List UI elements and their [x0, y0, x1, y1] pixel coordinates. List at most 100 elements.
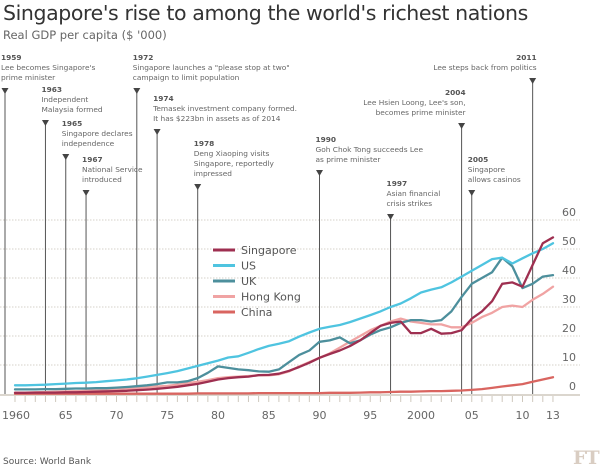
x-tick-label: 65: [59, 409, 73, 422]
annotation-text: campaign to limit population: [133, 73, 240, 82]
annotation-year: 1959: [1, 53, 22, 62]
annotation-text: as prime minister: [316, 155, 382, 164]
x-tick-label: 13: [546, 409, 560, 422]
annotation-text: independence: [62, 139, 115, 148]
annotation-text: Goh Chok Tong succeeds Lee: [316, 145, 424, 154]
legend-item-china: China: [213, 306, 272, 319]
annotation-arrow-icon: [529, 78, 537, 84]
legend-label: Hong Kong: [241, 291, 301, 304]
series-line-us: [13, 242, 555, 387]
annotation-arrow-icon: [1, 88, 9, 94]
annotation-arrow-icon: [62, 154, 70, 160]
gridlines: [0, 219, 580, 366]
source-note: Source: World Bank: [3, 457, 92, 467]
annotation-text: Lee becomes Singapore's: [1, 63, 96, 72]
legend: Singapore US UK Hong Kong China: [213, 244, 301, 319]
legend-swatch: [213, 279, 235, 283]
annotation-year: 2004: [445, 88, 466, 97]
x-tick-label: 80: [211, 409, 225, 422]
annotation-arrow-icon: [468, 190, 476, 196]
annotation-text: Asian financial: [387, 189, 441, 198]
legend-item-uk: UK: [213, 275, 257, 288]
annotation-year: 1972: [133, 53, 154, 62]
annotation-arrow-icon: [194, 184, 202, 190]
x-tick-label: 85: [262, 409, 276, 422]
chart-title: Singapore's rise to among the world's ri…: [3, 1, 528, 25]
ft-logo: FT: [573, 447, 600, 469]
annotation-year: 2011: [516, 53, 537, 62]
annotation-text: Deng Xiaoping visits: [194, 149, 270, 158]
annotation-arrow-icon: [316, 170, 323, 176]
annotation-year: 1978: [194, 139, 215, 148]
legend-item-us: US: [213, 260, 256, 273]
annotation-text: introduced: [82, 175, 122, 184]
x-tick-label: 1960: [2, 409, 30, 422]
annotation-text: National Service: [82, 165, 143, 174]
legend-label: UK: [241, 275, 257, 288]
x-tick-label: 95: [363, 409, 377, 422]
x-tick-label: 2000: [407, 409, 435, 422]
legend-swatch: [213, 310, 235, 314]
x-tick-label: 10: [516, 409, 530, 422]
x-axis: 1960 65 70 75 80 85 90 95 2000 05 10 13: [0, 394, 580, 422]
x-tick-label: 05: [465, 409, 479, 422]
annotation-year: 1990: [316, 135, 337, 144]
chart-subtitle: Real GDP per capita ($ '000): [3, 28, 167, 42]
annotation-text: Lee Hsien Loong, Lee's son,: [363, 98, 465, 107]
annotation-year: 2005: [468, 155, 489, 164]
annotation-arrow-icon: [153, 129, 161, 135]
annotation-text: impressed: [194, 169, 233, 178]
series-line-uk: [13, 256, 555, 391]
legend-item-hong-kong: Hong Kong: [213, 291, 301, 304]
annotation-arrow-icon: [133, 88, 141, 94]
legend-label: Singapore: [241, 244, 297, 257]
legend-label: US: [241, 260, 256, 273]
annotation-text: Singapore, reportedly: [194, 159, 275, 168]
annotation-text: Singapore declares: [62, 129, 133, 138]
y-tick-label: 10: [562, 351, 576, 364]
annotation-text: becomes prime minister: [376, 108, 467, 117]
annotation-year: 1965: [62, 119, 83, 128]
y-tick-label: 0: [569, 380, 576, 393]
y-tick-label: 30: [562, 293, 576, 306]
annotation-text: Malaysia formed: [41, 105, 102, 114]
annotation-text: Independent: [41, 95, 88, 104]
annotation-year: 1997: [387, 179, 408, 188]
annotation-year: 1963: [41, 85, 62, 94]
annotation-text: Singapore: [468, 165, 506, 174]
annotation-text: prime minister: [1, 73, 56, 82]
annotation-arrow-icon: [82, 190, 90, 196]
annotation-arrow-icon: [387, 214, 395, 220]
y-tick-label: 50: [562, 235, 576, 248]
annotation-text: Lee steps back from politics: [433, 63, 536, 72]
y-tick-label: 60: [562, 206, 576, 219]
series-line-china: [13, 376, 555, 395]
annotation-text: allows casinos: [468, 175, 521, 184]
y-tick-label: 20: [562, 322, 576, 335]
x-tick-label: 90: [313, 409, 327, 422]
legend-swatch: [213, 264, 235, 267]
series-lines: [13, 236, 555, 395]
annotation-year: 1974: [153, 94, 174, 103]
annotation-text: It has $223bn in assets as of 2014: [153, 114, 281, 123]
legend-swatch: [213, 295, 235, 298]
annotation-text: Singapore launches a "please stop at two…: [133, 63, 290, 72]
x-tick-label: 70: [110, 409, 124, 422]
y-tick-label: 40: [562, 264, 576, 277]
x-tick-label: 75: [160, 409, 174, 422]
annotation-arrow-icon: [41, 120, 49, 126]
annotation-text: Temasek investment company formed.: [152, 104, 297, 113]
